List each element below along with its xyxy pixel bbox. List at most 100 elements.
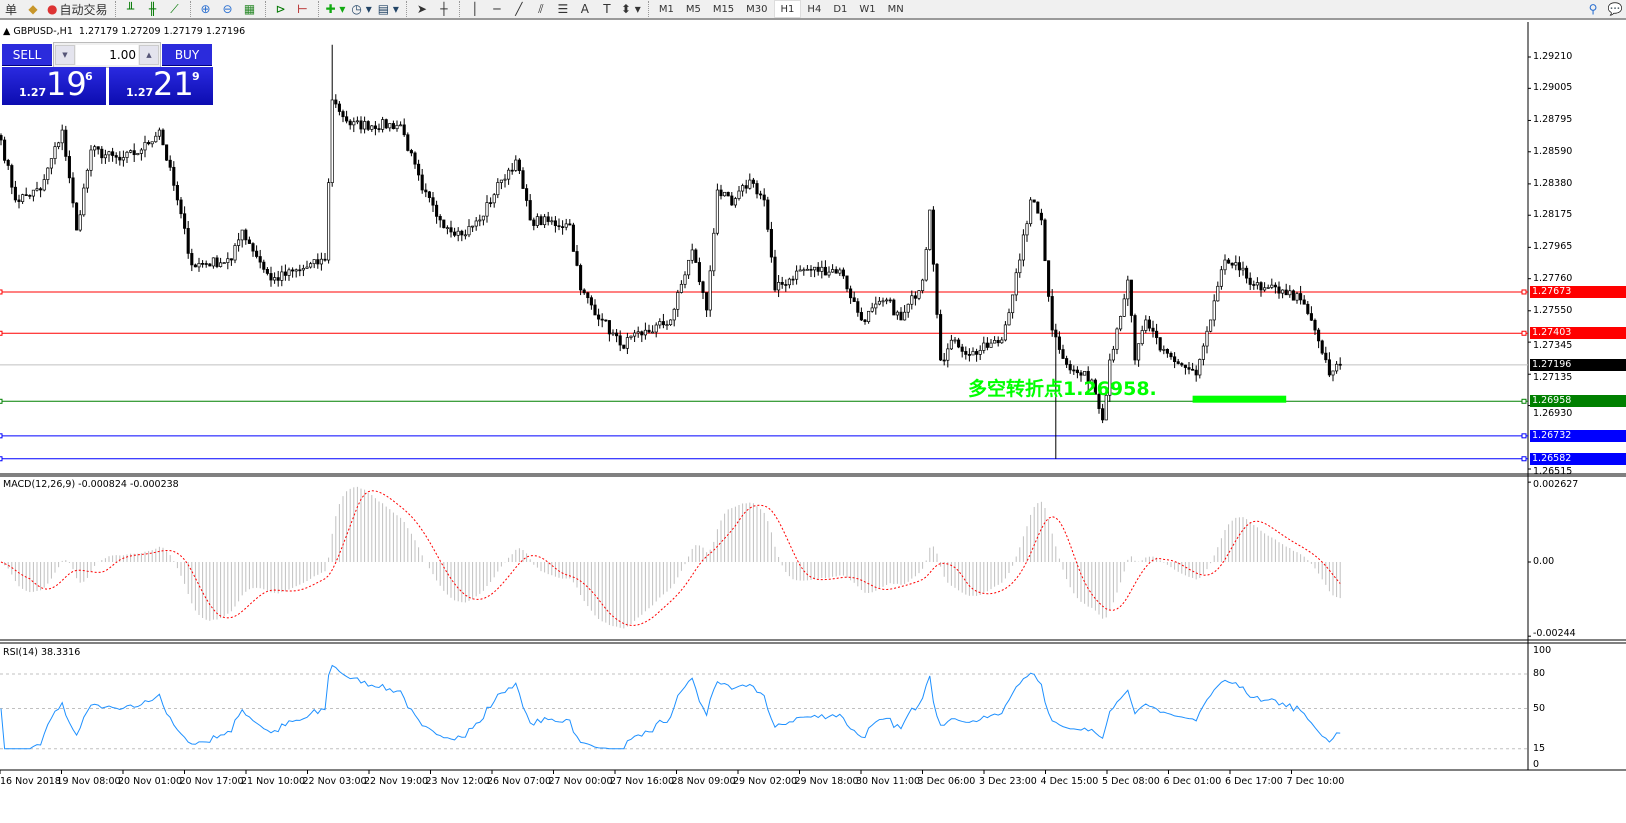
sell-price[interactable]: 1.27 19 6 bbox=[2, 65, 106, 105]
candle-body bbox=[262, 261, 266, 270]
candle-body bbox=[1126, 279, 1130, 300]
timeframe-w1[interactable]: W1 bbox=[859, 3, 876, 15]
candle-body bbox=[708, 270, 712, 311]
candle-body bbox=[1176, 361, 1180, 364]
candle-body bbox=[960, 346, 964, 352]
candle-body bbox=[384, 119, 388, 129]
candle-body bbox=[1306, 303, 1310, 314]
timeframe-m5[interactable]: M5 bbox=[685, 3, 701, 15]
candle-body bbox=[791, 278, 795, 281]
trendline-icon[interactable]: ╱ bbox=[515, 2, 523, 16]
candle-body bbox=[226, 258, 230, 263]
autoscroll-icon[interactable]: ⊳ bbox=[275, 2, 286, 16]
metaeditor-icon[interactable]: ◆ bbox=[28, 2, 38, 16]
line-handle bbox=[1521, 433, 1527, 439]
crosshair-icon[interactable]: ┼ bbox=[440, 2, 448, 16]
candle-body bbox=[373, 125, 377, 129]
candle-body bbox=[737, 190, 741, 199]
candles bbox=[0, 44, 1342, 459]
candle-body bbox=[168, 159, 172, 168]
timeframe-m30[interactable]: M30 bbox=[746, 3, 768, 15]
candle-body bbox=[39, 188, 43, 191]
candle-body bbox=[229, 258, 233, 261]
timeframe-d1[interactable]: D1 bbox=[833, 3, 848, 15]
sell-button[interactable]: SELL bbox=[2, 44, 52, 66]
candle-body bbox=[366, 121, 370, 130]
candle-body bbox=[438, 216, 442, 221]
separator bbox=[264, 1, 266, 17]
chat-icon[interactable]: 💬 bbox=[1607, 2, 1623, 16]
candle-body bbox=[1277, 286, 1281, 294]
text-label-icon[interactable]: T bbox=[603, 2, 611, 16]
zoom-in-icon[interactable]: ⊕ bbox=[200, 2, 211, 16]
candle-body bbox=[345, 116, 349, 122]
lot-increase-icon[interactable]: ▲ bbox=[139, 45, 159, 65]
candle-body bbox=[1284, 289, 1288, 296]
candle-body bbox=[1133, 315, 1137, 361]
rsi-axis-label: 100 bbox=[1533, 645, 1552, 656]
candle-body bbox=[564, 223, 568, 228]
templates-icon[interactable]: ▤ ▾ bbox=[377, 2, 399, 16]
candle-body bbox=[1061, 349, 1065, 359]
candle-body bbox=[503, 178, 507, 181]
candle-body bbox=[294, 269, 298, 272]
vertical-line-icon[interactable]: │ bbox=[471, 2, 479, 16]
candle-body bbox=[445, 227, 449, 230]
timeframe-h4[interactable]: H4 bbox=[807, 3, 822, 15]
buy-button[interactable]: BUY bbox=[162, 44, 212, 66]
candle-body bbox=[510, 169, 514, 172]
bar-chart-icon[interactable]: ╨ bbox=[126, 2, 135, 16]
line-handle bbox=[1521, 456, 1527, 462]
candle-body bbox=[46, 167, 50, 180]
time-axis-label: 20 Nov 17:00 bbox=[179, 776, 244, 787]
symbol-ohlc: 1.27179 1.27209 1.27179 1.27196 bbox=[78, 26, 246, 37]
rsi-line bbox=[0, 664, 1341, 750]
candle-body bbox=[312, 259, 316, 265]
candle-body bbox=[24, 194, 28, 196]
timeframe-m1[interactable]: M1 bbox=[658, 3, 674, 15]
fibonacci-icon[interactable]: ☰ bbox=[557, 2, 569, 16]
candle-body bbox=[161, 129, 165, 146]
new-order-button[interactable]: 单 bbox=[4, 2, 17, 17]
tile-windows-icon[interactable]: ▦ bbox=[243, 2, 256, 16]
chart-shift-icon[interactable]: ⊢ bbox=[297, 2, 308, 16]
candle-body bbox=[676, 292, 680, 310]
candle-body bbox=[107, 151, 111, 156]
lot-decrease-icon[interactable]: ▼ bbox=[55, 45, 75, 65]
arrows-icon[interactable]: ⬍ ▾ bbox=[620, 2, 641, 16]
periods-icon[interactable]: ◷ ▾ bbox=[351, 2, 372, 16]
candlestick-icon[interactable]: ╫ bbox=[148, 2, 157, 16]
equidistant-channel-icon[interactable]: ⫽ bbox=[538, 1, 544, 16]
candle-body bbox=[834, 269, 838, 274]
search-icon[interactable]: ⚲ bbox=[1588, 2, 1598, 16]
candle-body bbox=[1327, 359, 1331, 376]
candle-body bbox=[597, 314, 601, 320]
cursor-icon[interactable]: ➤ bbox=[416, 2, 427, 16]
line-chart-icon[interactable]: ⟋ bbox=[170, 1, 179, 16]
candle-body bbox=[877, 300, 881, 305]
candle-body bbox=[1129, 279, 1133, 316]
timeframe-h1[interactable]: H1 bbox=[773, 0, 802, 18]
time-axis-label: 4 Dec 15:00 bbox=[1040, 776, 1099, 787]
auto-trading-button[interactable]: ● 自动交易 bbox=[44, 0, 111, 18]
horizontal-line-icon[interactable]: ─ bbox=[493, 2, 501, 16]
zoom-out-icon[interactable]: ⊖ bbox=[222, 2, 233, 16]
indicators-icon[interactable]: ✚ ▾ bbox=[325, 2, 346, 16]
time-axis-label: 23 Nov 12:00 bbox=[425, 776, 490, 787]
price-axis-label: 1.27345 bbox=[1533, 340, 1573, 351]
time-axis-label: 6 Dec 01:00 bbox=[1163, 776, 1222, 787]
timeframe-mn[interactable]: MN bbox=[887, 3, 904, 15]
timeframe-m15[interactable]: M15 bbox=[712, 3, 735, 15]
candle-body bbox=[1003, 324, 1007, 341]
candle-body bbox=[265, 268, 269, 274]
pivot-annotation[interactable]: 多空转折点1.26958. bbox=[968, 378, 1157, 400]
candle-body bbox=[942, 359, 946, 362]
buy-price[interactable]: 1.27 21 9 bbox=[109, 65, 213, 105]
text-icon[interactable]: A bbox=[580, 2, 590, 16]
candle-body bbox=[75, 202, 79, 231]
candle-body bbox=[1122, 298, 1126, 317]
candle-body bbox=[1263, 287, 1267, 291]
lot-input[interactable] bbox=[76, 45, 138, 65]
candle-body bbox=[1086, 371, 1090, 384]
